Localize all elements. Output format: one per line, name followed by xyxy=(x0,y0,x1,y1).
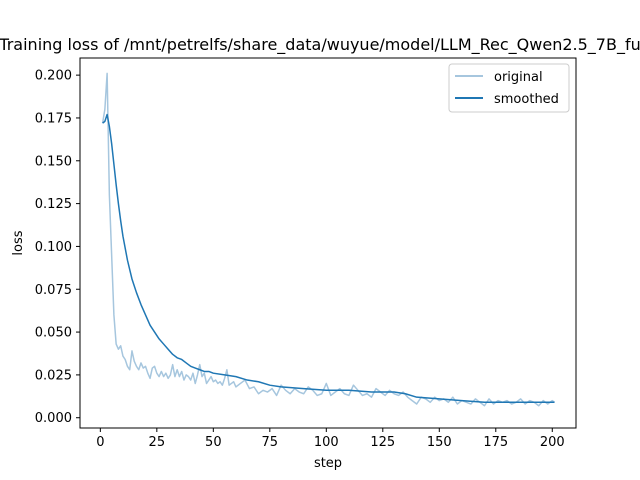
y-axis-ticks: 0.000 0.025 0.050 0.075 0.100 0.125 0.150 0.175… xyxy=(35,69,80,426)
x-tick-label: 200 xyxy=(540,435,565,450)
y-tick-label: 0.025 xyxy=(35,368,72,383)
y-tick-label: 0.000 xyxy=(35,411,72,426)
chart-title: Training loss of /mnt/petrelfs/share_dat… xyxy=(0,35,640,55)
x-tick-label: 175 xyxy=(483,435,508,450)
plot-frame xyxy=(79,57,577,429)
y-tick-label: 0.125 xyxy=(35,197,72,212)
x-tick-label: 0 xyxy=(96,435,104,450)
legend: original smoothed xyxy=(448,63,570,113)
y-tick-label: 0.050 xyxy=(35,326,72,341)
series-line-original xyxy=(101,72,555,407)
x-tick-label: 75 xyxy=(262,435,279,450)
y-tick-label: 0.075 xyxy=(35,283,72,298)
plot-area: 0 25 50 75 100 125 150 175 200 0.0000.0250.0500.… xyxy=(35,57,577,450)
legend-label-original: original xyxy=(494,70,543,85)
x-tick-label: 100 xyxy=(314,435,339,450)
series-layer xyxy=(101,72,555,407)
y-tick-label: 0.150 xyxy=(35,154,72,169)
x-tick-label: 50 xyxy=(205,435,222,450)
y-axis-label: loss xyxy=(11,230,26,255)
x-tick-label: 150 xyxy=(427,435,452,450)
x-tick-label: 125 xyxy=(370,435,395,450)
x-axis-label: step xyxy=(314,456,342,471)
legend-label-smoothed: smoothed xyxy=(494,92,559,107)
y-tick-label: 0.100 xyxy=(35,240,72,255)
x-tick-label: 25 xyxy=(149,435,166,450)
series-line-smoothed xyxy=(102,113,555,404)
x-axis-ticks: 0 25 50 75 100 125 150 175 200 xyxy=(96,428,565,450)
y-tick-label: 0.175 xyxy=(35,111,72,126)
y-tick-label: 0.200 xyxy=(35,69,72,84)
